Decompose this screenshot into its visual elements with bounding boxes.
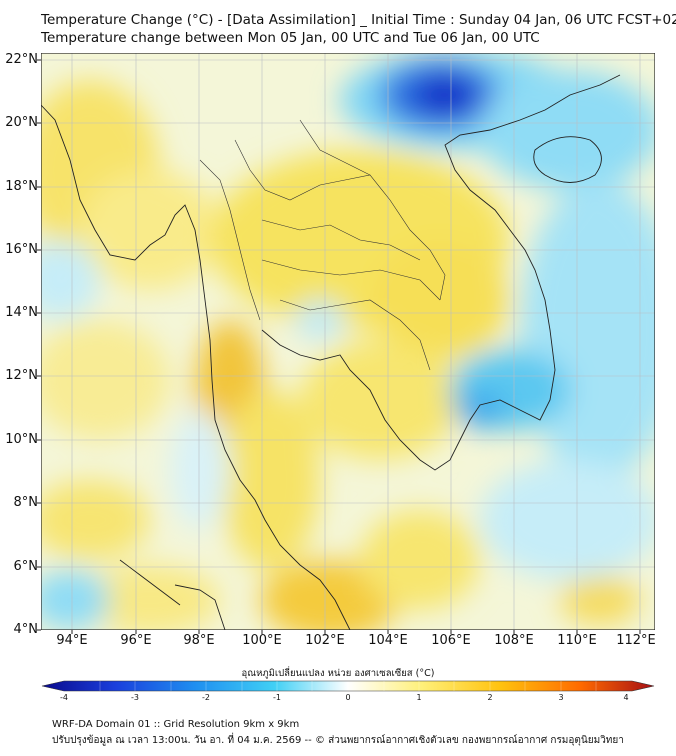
- colorbar-tick: -2: [202, 693, 210, 702]
- admin-borders: [199, 119, 446, 371]
- colorbar-tick: 0: [345, 693, 351, 702]
- footer-credit: ปรับปรุงข้อมูล ณ เวลา 13:00น. วัน อา. ที…: [52, 735, 624, 746]
- footer-model-info: WRF-DA Domain 01 :: Grid Resolution 9km …: [52, 719, 300, 730]
- colorbar-tick: 4: [623, 693, 629, 702]
- colorbar-tick: 1: [416, 693, 422, 702]
- map-title-line1: Temperature Change (°C) - [Data Assimila…: [41, 12, 676, 28]
- lat-label-14n: 14°N: [5, 305, 38, 320]
- colorbar: [41, 680, 655, 692]
- colorbar-title: อุณหภูมิเปลี่ยนแปลง หน่วย องศาเซลเซียส (…: [241, 668, 435, 679]
- graticule: [41, 53, 655, 630]
- lon-label-96e: 96°E: [120, 633, 152, 648]
- colorbar-tick: 2: [487, 693, 493, 702]
- lon-label-106e: 106°E: [431, 633, 471, 648]
- lat-label-18n: 18°N: [5, 179, 38, 194]
- lon-label-100e: 100°E: [242, 633, 282, 648]
- colorbar-tick: -3: [131, 693, 139, 702]
- lat-label-12n: 12°N: [5, 368, 38, 383]
- axis-ticks: [37, 59, 641, 634]
- lon-label-108e: 108°E: [494, 633, 534, 648]
- colorbar-tick: -4: [60, 693, 68, 702]
- coastlines: [41, 74, 621, 630]
- lat-label-20n: 20°N: [5, 115, 38, 130]
- lon-label-98e: 98°E: [183, 633, 215, 648]
- lat-label-22n: 22°N: [5, 52, 38, 67]
- map-title-line2: Temperature change between Mon 05 Jan, 0…: [41, 30, 540, 46]
- lon-label-112e: 112°E: [616, 633, 656, 648]
- colorbar-tick: -1: [273, 693, 281, 702]
- temperature-field: [41, 53, 655, 630]
- lon-label-102e: 102°E: [305, 633, 345, 648]
- lon-label-94e: 94°E: [56, 633, 88, 648]
- lat-label-16n: 16°N: [5, 242, 38, 257]
- lon-label-104e: 104°E: [368, 633, 408, 648]
- lat-label-8n: 8°N: [13, 495, 39, 510]
- colorbar-tick: 3: [558, 693, 564, 702]
- lon-label-110e: 110°E: [557, 633, 597, 648]
- lat-label-4n: 4°N: [13, 622, 39, 637]
- lat-label-6n: 6°N: [13, 559, 39, 574]
- lat-label-10n: 10°N: [5, 432, 38, 447]
